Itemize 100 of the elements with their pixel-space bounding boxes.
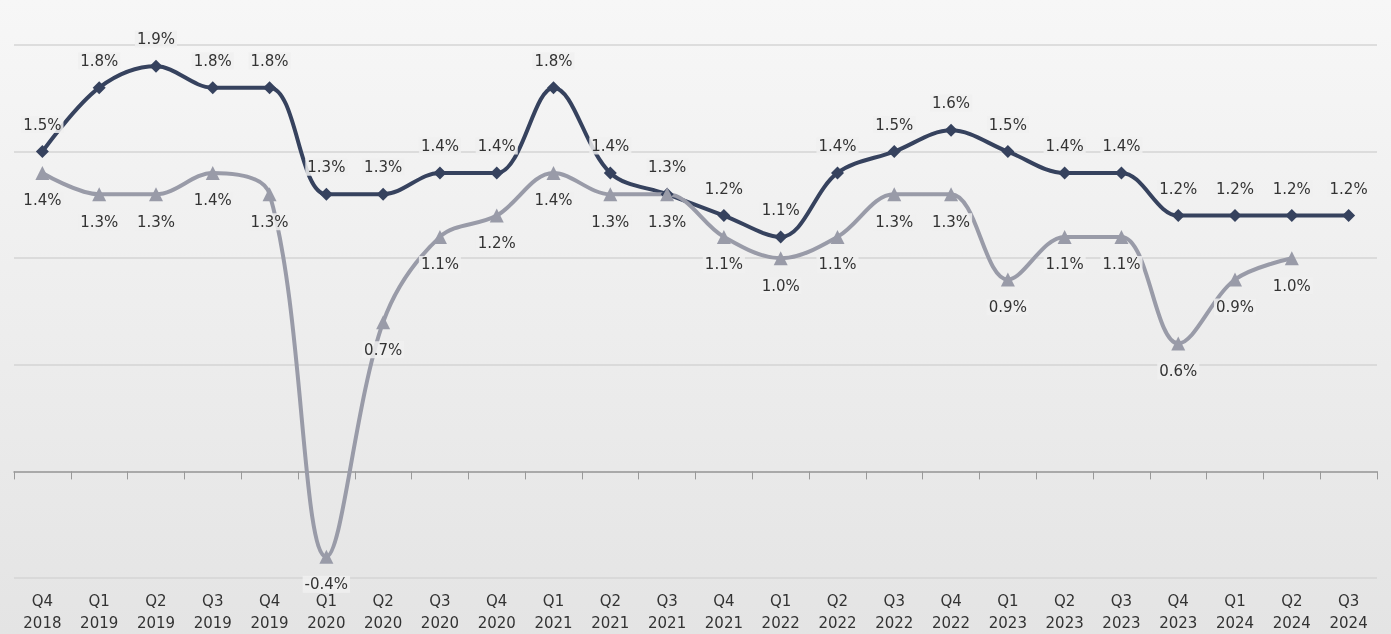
data-label: 1.4% <box>23 191 62 210</box>
data-label: 1.6% <box>932 94 971 113</box>
x-tick-label: Q3 2024 <box>1329 592 1368 632</box>
point <box>774 230 788 244</box>
point <box>319 549 334 564</box>
point <box>1284 251 1299 266</box>
data-label: 1.3% <box>648 212 687 231</box>
point <box>319 187 333 201</box>
x-tick-label: Q2 2023 <box>1045 592 1084 632</box>
data-label: 1.2% <box>477 234 516 253</box>
data-label: 1.0% <box>761 276 800 295</box>
point <box>546 165 561 180</box>
point <box>35 165 50 180</box>
x-tick-label: Q4 2022 <box>931 592 971 632</box>
point <box>773 251 788 266</box>
data-label: 1.2% <box>1329 179 1368 198</box>
point <box>1228 209 1242 223</box>
data-label: 0.6% <box>1159 361 1198 380</box>
data-label: 1.4% <box>591 136 630 155</box>
point <box>603 187 618 202</box>
x-tick-label: Q3 2019 <box>193 592 232 632</box>
point <box>92 81 106 95</box>
point <box>148 187 163 202</box>
data-label: 1.8% <box>193 51 232 70</box>
point <box>1285 209 1299 223</box>
data-label: 1.5% <box>23 115 62 134</box>
x-tick-label: Q1 2019 <box>80 592 119 632</box>
data-label: 1.4% <box>1102 136 1141 155</box>
point <box>490 166 504 180</box>
x-tick-label: Q3 2022 <box>875 592 914 632</box>
point <box>433 166 447 180</box>
point <box>1057 229 1072 244</box>
data-label: 1.4% <box>193 191 232 210</box>
x-tick-label: Q1 2024 <box>1215 592 1255 632</box>
data-label: 1.3% <box>932 212 971 231</box>
point <box>603 166 617 180</box>
data-label: 1.3% <box>591 212 630 231</box>
point <box>717 209 731 223</box>
point <box>1114 229 1129 244</box>
data-label: 1.8% <box>80 51 119 70</box>
data-label: 1.0% <box>1272 276 1311 295</box>
point <box>944 123 958 137</box>
point <box>830 229 845 244</box>
data-label: -0.4% <box>304 575 349 594</box>
x-tick-label: Q4 2020 <box>477 592 516 632</box>
point <box>205 165 220 180</box>
x-tick-label: Q2 2024 <box>1272 592 1311 632</box>
data-label: 0.9% <box>1215 298 1255 317</box>
x-tick-label: Q1 2020 <box>307 592 346 632</box>
x-tick-label: Q1 2021 <box>534 592 573 632</box>
point <box>547 81 561 95</box>
data-label: 1.3% <box>80 212 119 231</box>
data-label: 1.3% <box>648 158 687 177</box>
data-label: 1.5% <box>875 115 914 134</box>
data-label: 1.4% <box>1045 136 1084 155</box>
point <box>1171 209 1185 223</box>
x-tick-label: Q1 2022 <box>761 592 800 632</box>
data-label: 1.3% <box>136 212 176 231</box>
data-label: 1.1% <box>818 255 857 274</box>
data-label: 1.2% <box>1159 179 1198 198</box>
point <box>1001 145 1015 159</box>
data-label: 1.3% <box>364 158 403 177</box>
point <box>944 187 959 202</box>
point <box>716 229 731 244</box>
point <box>376 187 390 201</box>
point <box>1000 272 1015 287</box>
data-label: 1.8% <box>534 51 573 70</box>
point <box>92 187 107 202</box>
data-label: 1.1% <box>761 200 800 219</box>
x-tick-label: Q3 2020 <box>420 592 460 632</box>
x-tick-label: Q2 2020 <box>364 592 403 632</box>
point <box>887 187 902 202</box>
data-label: 1.8% <box>250 51 289 70</box>
x-tick-label: Q4 2018 <box>23 592 62 632</box>
point <box>830 166 844 180</box>
data-label: 1.5% <box>988 115 1027 134</box>
point <box>35 145 49 159</box>
x-tick-label: Q4 2019 <box>250 592 289 632</box>
point <box>1228 272 1243 287</box>
x-tick-label: Q3 2023 <box>1102 592 1141 632</box>
x-tick-label: Q4 2021 <box>704 592 743 632</box>
point <box>263 81 277 95</box>
data-label: 1.4% <box>477 136 516 155</box>
x-tick-label: Q2 2021 <box>591 592 630 632</box>
data-label: 0.7% <box>364 340 403 359</box>
data-label: 1.3% <box>307 158 346 177</box>
point <box>1342 209 1356 223</box>
data-label: 1.4% <box>818 136 857 155</box>
point <box>206 81 220 95</box>
point <box>262 187 277 202</box>
point <box>376 315 391 330</box>
data-label: 1.9% <box>136 30 176 49</box>
data-label: 0.9% <box>988 298 1027 317</box>
x-tick-label: Q2 2022 <box>818 592 857 632</box>
data-label: 1.1% <box>1045 255 1084 274</box>
data-label: 1.1% <box>704 255 743 274</box>
x-tick-label: Q1 2023 <box>988 592 1027 632</box>
x-tick-label: Q3 2021 <box>648 592 687 632</box>
point <box>887 145 901 159</box>
x-tick-label: Q4 2023 <box>1159 592 1198 632</box>
